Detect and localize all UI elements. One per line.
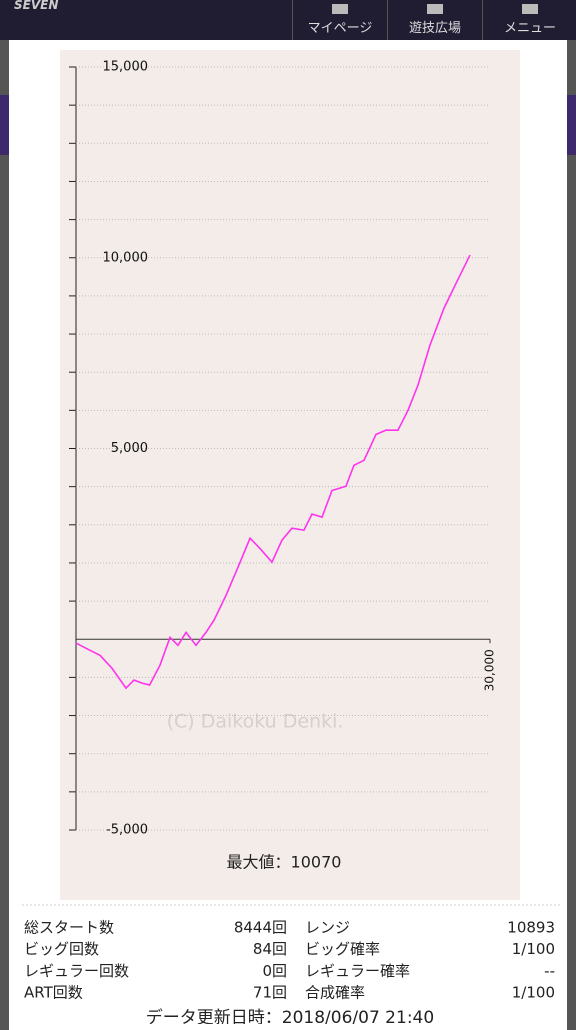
stat-label: レンジ (305, 919, 350, 937)
y-tick-label: -5,000 (106, 823, 148, 838)
chart-panel (60, 50, 520, 900)
stat-value: 0回 (262, 962, 287, 980)
stat-value: -- (544, 962, 555, 980)
nav-item[interactable]: マイページ (292, 0, 387, 40)
stat-label: 総スタート数 (24, 919, 114, 937)
stat-label: 合成確率 (305, 984, 365, 1002)
watermark: (C) Daikoku Denki. (167, 711, 344, 733)
nav-item[interactable]: 遊技広場 (387, 0, 482, 40)
stat-value: 10893 (507, 919, 555, 937)
y-tick-label: 10,000 (103, 250, 149, 265)
updated: データ更新日時：2018/06/07 21:40 (146, 1007, 434, 1024)
stat-value: 1/100 (512, 984, 555, 1002)
stat-value: 71回 (253, 984, 287, 1002)
max-label: 最大値：10070 (227, 853, 342, 872)
stat-label: レギュラー確率 (305, 962, 410, 980)
x-tick-label: 30,000 (483, 649, 497, 691)
stat-label: ビッグ回数 (24, 940, 99, 958)
logo[interactable]: SEVEN (14, 0, 59, 12)
stat-label: レギュラー回数 (24, 962, 129, 980)
nav-label: メニュー (503, 21, 556, 36)
stat-label: ART回数 (24, 984, 83, 1002)
stat-value: 8444回 (234, 919, 287, 937)
stat-value: 84回 (253, 940, 287, 958)
nav-item[interactable]: メニュー (482, 0, 576, 40)
data-line (75, 254, 471, 690)
nav-label: 遊技広場 (408, 21, 461, 36)
y-tick-label: 15,000 (103, 60, 149, 75)
y-tick-label: 5,000 (111, 441, 148, 456)
header: SEVEN マイページ 遊技広場 メニュー (0, 0, 576, 40)
nav-label: マイページ (307, 21, 373, 36)
stat-label: ビッグ確率 (305, 940, 380, 958)
stat-value: 1/100 (512, 940, 555, 958)
